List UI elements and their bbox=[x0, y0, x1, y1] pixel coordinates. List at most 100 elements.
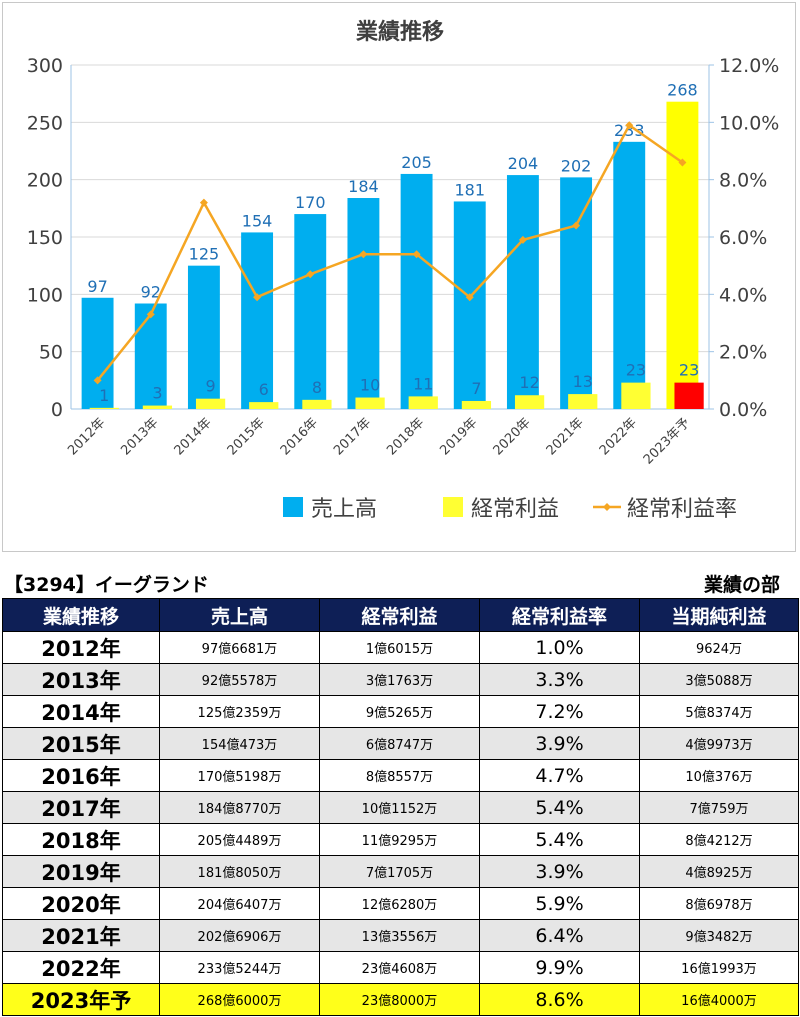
cell-year: 2019年 bbox=[2, 855, 160, 888]
x-tick-label: 2012年 bbox=[65, 415, 108, 458]
y-right-tick-label: 12.0% bbox=[719, 55, 779, 77]
y-right-tick-label: 8.0% bbox=[719, 170, 767, 192]
bar-profit bbox=[461, 400, 492, 409]
data-label-sales: 205 bbox=[401, 153, 432, 172]
point-profit-rate bbox=[306, 270, 315, 279]
point-profit-rate bbox=[625, 121, 634, 130]
y-left-tick-label: 50 bbox=[39, 342, 63, 364]
y-left-tick-label: 150 bbox=[27, 227, 63, 249]
legend-label-sales: 売上高 bbox=[311, 497, 377, 522]
cell-sales: 125億2359万 bbox=[159, 695, 320, 728]
cell-net-income: 16億4000万 bbox=[639, 983, 799, 1016]
point-profit-rate bbox=[678, 158, 687, 167]
bar-profit bbox=[89, 407, 119, 409]
table-row: 2023年予 268億6000万 23億8000万 8.6% 16億4000万 bbox=[2, 983, 799, 1016]
point-profit-rate bbox=[253, 293, 262, 302]
cell-ordinary-profit: 7億1705万 bbox=[319, 855, 480, 888]
data-label-profit: 3 bbox=[152, 384, 162, 403]
performance-table: 業績推移 売上高 経常利益 経常利益率 当期純利益 2012年 97億6681万 1… bbox=[2, 598, 799, 1016]
cell-sales: 204億6407万 bbox=[159, 887, 320, 920]
cell-net-income: 3億5088万 bbox=[639, 663, 799, 696]
cell-year: 2015年 bbox=[2, 727, 160, 760]
x-tick-label: 2017年 bbox=[331, 415, 374, 458]
cell-profit-rate: 5.9% bbox=[479, 887, 640, 920]
cell-ordinary-profit: 1億6015万 bbox=[319, 631, 480, 664]
data-label-sales: 97 bbox=[87, 277, 107, 296]
x-tick-label: 2019年 bbox=[437, 415, 480, 458]
data-label-sales: 204 bbox=[508, 154, 539, 173]
table-row: 2021年 202億6906万 13億3556万 6.4% 9億3482万 bbox=[2, 919, 799, 952]
point-profit-rate bbox=[572, 221, 581, 230]
data-label-sales: 202 bbox=[561, 156, 592, 175]
y-right-tick-label: 10.0% bbox=[719, 112, 779, 134]
y-left-tick-label: 200 bbox=[27, 170, 63, 192]
legend-label-profit: 経常利益 bbox=[471, 497, 559, 522]
cell-net-income: 4億9973万 bbox=[639, 727, 799, 760]
cell-ordinary-profit: 9億5265万 bbox=[319, 695, 480, 728]
x-tick-label: 2021年 bbox=[544, 415, 587, 458]
y-right-tick-label: 4.0% bbox=[719, 284, 767, 306]
cell-ordinary-profit: 3億1763万 bbox=[319, 663, 480, 696]
cell-ordinary-profit: 8億8557万 bbox=[319, 759, 480, 792]
company-label: 【3294】イーグランド bbox=[4, 574, 209, 596]
x-tick-label: 2018年 bbox=[384, 415, 427, 458]
cell-ordinary-profit: 23億8000万 bbox=[319, 983, 480, 1016]
chart-container: 業績推移 0 50 100 150 200 250 300 0.0% 2.0% 4.0% 6.0% 8.… bbox=[2, 2, 796, 552]
bar-profit bbox=[249, 402, 279, 409]
cell-profit-rate: 6.4% bbox=[479, 919, 640, 952]
cell-net-income: 4億8925万 bbox=[639, 855, 799, 888]
point-profit-rate bbox=[518, 235, 527, 244]
cell-net-income: 9億3482万 bbox=[639, 919, 799, 952]
point-profit-rate bbox=[146, 310, 155, 319]
data-label-profit: 23 bbox=[679, 361, 699, 380]
data-label-profit: 6 bbox=[259, 380, 269, 399]
bar-sales bbox=[666, 101, 699, 410]
cell-ordinary-profit: 6億8747万 bbox=[319, 727, 480, 760]
cell-net-income: 8億6978万 bbox=[639, 887, 799, 920]
cell-profit-rate: 5.4% bbox=[479, 823, 640, 856]
bar-profit bbox=[195, 398, 226, 409]
bar-sales bbox=[400, 173, 433, 409]
bar-sales bbox=[241, 232, 274, 409]
legend-label-rate: 経常利益率 bbox=[627, 497, 737, 522]
legend-marker-rate bbox=[603, 503, 611, 511]
point-profit-rate bbox=[465, 293, 474, 302]
cell-net-income: 5億8374万 bbox=[639, 695, 799, 728]
bar-sales bbox=[294, 214, 327, 409]
bar-sales bbox=[347, 198, 380, 409]
header-net-income: 当期純利益 bbox=[639, 598, 799, 632]
legend-swatch-sales bbox=[283, 497, 303, 517]
cell-year: 2013年 bbox=[2, 663, 160, 696]
y-left-tick-label: 100 bbox=[27, 284, 63, 306]
cell-year: 2021年 bbox=[2, 919, 160, 952]
data-label-sales: 268 bbox=[667, 81, 698, 100]
data-label-profit: 11 bbox=[413, 374, 433, 393]
data-label-profit: 9 bbox=[205, 377, 215, 396]
cell-sales: 205億4489万 bbox=[159, 823, 320, 856]
y-right-tick-label: 6.0% bbox=[719, 227, 767, 249]
data-label-sales: 92 bbox=[141, 283, 161, 302]
cell-sales: 233億5244万 bbox=[159, 951, 320, 984]
bar-sales bbox=[81, 297, 114, 409]
table-row: 2017年 184億8770万 10億1152万 5.4% 7億759万 bbox=[2, 791, 799, 824]
data-label-sales: 170 bbox=[295, 193, 326, 212]
data-label-profit: 10 bbox=[360, 376, 380, 395]
cell-ordinary-profit: 10億1152万 bbox=[319, 791, 480, 824]
data-label-profit: 13 bbox=[573, 372, 593, 391]
bar-sales bbox=[506, 175, 539, 409]
bar-sales bbox=[613, 141, 646, 409]
cell-profit-rate: 3.3% bbox=[479, 663, 640, 696]
cell-sales: 97億6681万 bbox=[159, 631, 320, 664]
x-tick-label: 2023年予 bbox=[641, 415, 693, 467]
table-row: 2014年 125億2359万 9億5265万 7.2% 5億8374万 bbox=[2, 695, 799, 728]
y-left-tick-label: 250 bbox=[27, 112, 63, 134]
bar-profit bbox=[621, 382, 651, 409]
cell-profit-rate: 9.9% bbox=[479, 951, 640, 984]
point-profit-rate bbox=[359, 250, 368, 259]
bar-profit bbox=[302, 399, 332, 409]
cell-sales: 170億5198万 bbox=[159, 759, 320, 792]
cell-net-income: 9624万 bbox=[639, 631, 799, 664]
bar-sales bbox=[453, 201, 486, 409]
bar-sales bbox=[187, 265, 220, 409]
cell-year: 2017年 bbox=[2, 791, 160, 824]
